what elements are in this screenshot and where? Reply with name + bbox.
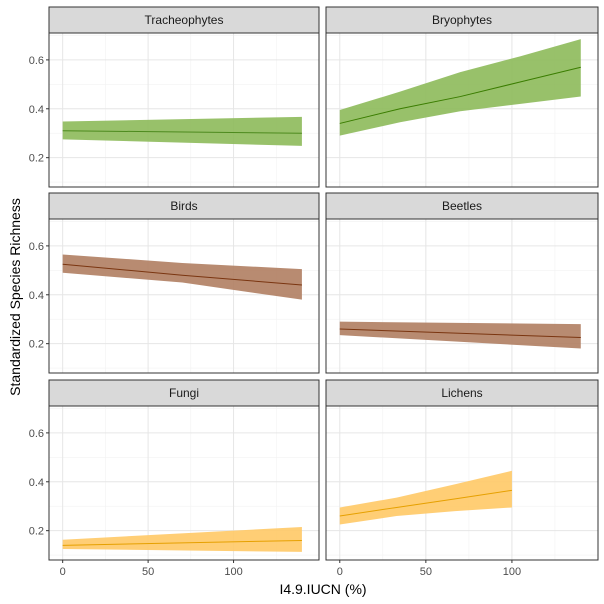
- facet-panels: Tracheophytes Bryophytes Birds Beetles Fungi…: [48, 6, 599, 561]
- confidence-band-beetles: [339, 321, 581, 349]
- plot-area-birds: [49, 219, 319, 373]
- strip-birds: [48, 192, 320, 220]
- strip-label-bryophytes: Bryophytes: [432, 13, 492, 27]
- facet-panel-fungi: Fungi: [48, 379, 320, 561]
- x-axis-ticks: 0 50 100 0 50 100: [60, 560, 521, 578]
- strip-label-lichens: Lichens: [441, 386, 482, 400]
- confidence-band-tracheophytes: [62, 116, 302, 146]
- fitted-line-fungi: [62, 539, 302, 546]
- y-axis-title: Standardized Species Richness: [7, 198, 23, 396]
- y-tick-label: 0.2: [29, 526, 44, 538]
- panel-border-tracheophytes: [48, 32, 320, 188]
- x-axis-title: I4.9.IUCN (%): [279, 581, 366, 597]
- y-tick-label: 0.6: [29, 241, 44, 253]
- fitted-line-tracheophytes: [62, 130, 302, 134]
- panel-border-birds: [48, 218, 320, 374]
- strip-label-beetles: Beetles: [442, 199, 482, 213]
- fitted-line-bryophytes: [339, 66, 581, 124]
- strip-bryophytes: [325, 6, 599, 34]
- x-tick-label: 50: [142, 566, 154, 578]
- strip-lichens: [325, 379, 599, 407]
- strip-label-birds: Birds: [170, 199, 197, 213]
- panel-border-bryophytes: [325, 32, 599, 188]
- y-tick-label: 0.6: [29, 55, 44, 67]
- y-axis-ticks: 0.2 0.4 0.6 0.2 0.4 0.6 0.2 0.4 0.6: [29, 55, 49, 538]
- x-tick-label: 100: [503, 566, 521, 578]
- panel-border-lichens: [325, 405, 599, 561]
- facet-panel-tracheophytes: Tracheophytes: [48, 6, 320, 188]
- facet-panel-beetles: Beetles: [325, 192, 599, 374]
- y-tick-label: 0.4: [29, 290, 44, 302]
- x-tick-label: 0: [60, 566, 66, 578]
- confidence-band-fungi: [62, 527, 302, 552]
- facet-panel-lichens: Lichens: [325, 379, 599, 561]
- x-tick-label: 0: [337, 566, 343, 578]
- fitted-line-lichens: [339, 489, 512, 517]
- fitted-line-birds: [62, 263, 302, 286]
- confidence-band-bryophytes: [339, 39, 581, 136]
- strip-tracheophytes: [48, 6, 320, 34]
- y-tick-label: 0.4: [29, 477, 44, 489]
- fitted-line-beetles: [339, 328, 581, 339]
- y-tick-label: 0.6: [29, 428, 44, 440]
- plot-area-tracheophytes: [49, 33, 319, 187]
- strip-label-fungi: Fungi: [169, 386, 199, 400]
- x-tick-label: 50: [420, 566, 432, 578]
- y-tick-label: 0.2: [29, 339, 44, 351]
- confidence-band-lichens: [339, 470, 512, 525]
- facet-panel-bryophytes: Bryophytes: [325, 6, 599, 188]
- confidence-band-birds: [62, 254, 302, 300]
- plot-area-beetles: [326, 219, 598, 373]
- panel-border-beetles: [325, 218, 599, 374]
- panel-border-fungi: [48, 405, 320, 561]
- strip-beetles: [325, 192, 599, 220]
- facet-panel-birds: Birds: [48, 192, 320, 374]
- strip-label-tracheophytes: Tracheophytes: [145, 13, 224, 27]
- y-tick-label: 0.2: [29, 153, 44, 165]
- x-tick-label: 100: [224, 566, 242, 578]
- y-tick-label: 0.4: [29, 104, 44, 116]
